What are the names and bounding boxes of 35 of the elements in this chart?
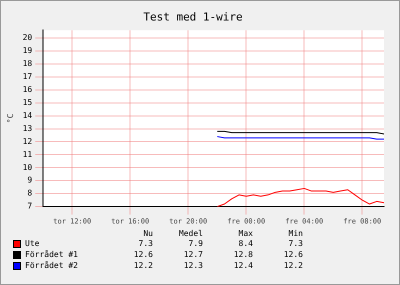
y-tick-label: 12 [22, 136, 32, 146]
text: 12.6 [282, 250, 303, 259]
y-tick-label: 7 [27, 202, 32, 211]
text: 7.3 [138, 239, 153, 248]
text: Medel [178, 229, 203, 238]
text: 12.4 [232, 261, 253, 270]
text: Min [288, 229, 303, 238]
text: 7.9 [188, 239, 203, 248]
text: 12.2 [132, 261, 153, 270]
chart-title: Test med 1-wire [143, 10, 243, 24]
y-tick-label: 13 [22, 124, 32, 133]
legend-label: Förrådet #2 [25, 261, 79, 270]
y-tick-label: 10 [22, 162, 32, 172]
text: 12.3 [182, 261, 203, 270]
y-tick-label: 16 [22, 84, 32, 94]
text: Nu [142, 229, 153, 238]
y-tick-label: 15 [22, 98, 32, 107]
y-tick-label: 18 [22, 59, 32, 68]
text: 12.6 [132, 250, 153, 259]
y-tick-label: 8 [27, 188, 32, 198]
text: Max [238, 229, 253, 238]
y-axis-title: °C [6, 113, 15, 124]
y-tick-label: 9 [27, 176, 32, 185]
text: 12.7 [182, 250, 203, 259]
y-tick-label: 19 [22, 46, 32, 56]
text: 12.2 [282, 261, 303, 270]
y-tick-label: 17 [22, 72, 32, 81]
y-tick-label: 14 [22, 110, 32, 120]
text: 7.3 [288, 239, 303, 248]
y-tick-label: 11 [22, 150, 32, 159]
legend-label: Förrådet #1 [25, 250, 79, 259]
y-tick-label: 20 [22, 33, 32, 42]
text: 8.4 [238, 239, 253, 248]
legend-label: Ute [25, 239, 40, 248]
text: 12.8 [232, 250, 253, 259]
